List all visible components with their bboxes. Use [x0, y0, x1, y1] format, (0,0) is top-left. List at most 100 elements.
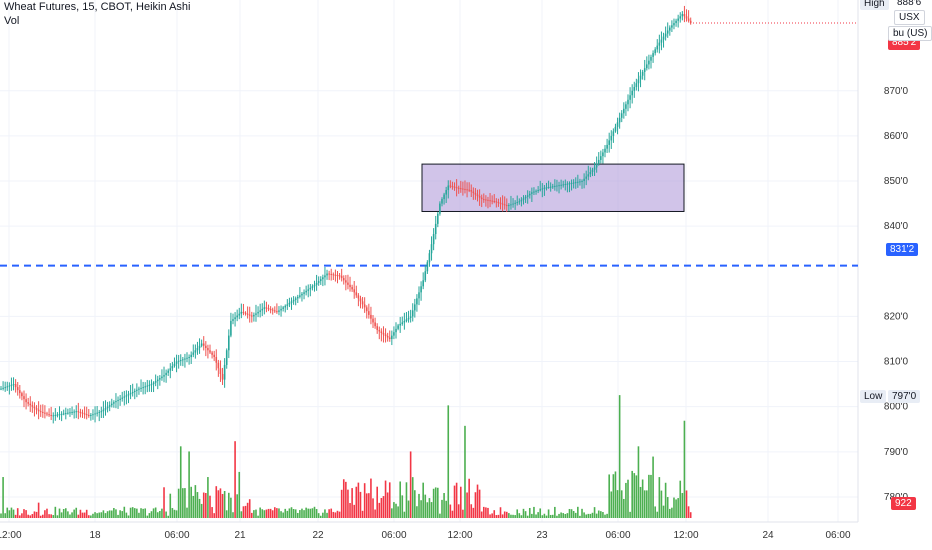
price-tick-label: 850'0: [884, 176, 909, 187]
volume-bar: [430, 502, 433, 518]
volume-bar: [466, 492, 468, 518]
volume-bar: [186, 507, 188, 518]
volume-bar: [144, 508, 147, 518]
volume-bar: [184, 488, 186, 518]
price-tick-label: 810'0: [884, 357, 909, 368]
candle-body: [223, 364, 226, 380]
candle-body: [401, 322, 404, 324]
volume-bar: [205, 493, 207, 518]
candle-body: [432, 234, 435, 245]
candle-body: [685, 16, 688, 19]
candle-body: [108, 405, 111, 407]
volume-bar: [441, 499, 443, 518]
volume-bar: [397, 506, 399, 518]
volume-bar: [48, 514, 50, 518]
volume-bar: [273, 507, 276, 518]
volume-bar: [560, 512, 562, 518]
volume-bar: [271, 510, 274, 518]
candle-body: [512, 203, 514, 205]
volume-bar: [349, 503, 351, 518]
volume-bar: [347, 489, 349, 518]
volume-bar: [528, 507, 531, 518]
volume-bar: [309, 508, 312, 518]
candle-body: [516, 202, 519, 204]
volume-bar: [501, 514, 504, 518]
candle-body: [211, 352, 213, 355]
candle-body: [123, 396, 126, 398]
candle-body: [478, 196, 481, 198]
candle-body: [267, 308, 270, 310]
candle-body: [75, 411, 78, 413]
volume-bar: [482, 506, 485, 518]
volume-bar: [313, 506, 316, 518]
volume-bar: [44, 510, 46, 518]
volume-bar: [487, 507, 489, 518]
volume-bar: [403, 511, 406, 518]
volume-bar: [175, 510, 178, 518]
candle-body: [623, 108, 625, 114]
candle-body: [518, 201, 521, 203]
candle-body: [382, 332, 385, 335]
candle-body: [376, 326, 378, 330]
volume-bar: [324, 509, 326, 518]
candle-body: [537, 190, 539, 192]
unit-button[interactable]: bu (US): [888, 26, 932, 41]
volume-bar: [142, 508, 144, 518]
candle-body: [175, 361, 178, 364]
candle-body: [564, 184, 567, 186]
candle-body: [186, 357, 188, 359]
candle-body: [313, 284, 316, 287]
candle-body: [230, 320, 232, 336]
candle-body: [269, 308, 272, 310]
volume-bar: [380, 498, 383, 518]
hline-price-tag: 831'2: [886, 243, 919, 256]
candle-body: [399, 323, 401, 326]
candle-body: [194, 350, 197, 353]
volume-bar: [305, 507, 307, 518]
price-tick-label: 800'0: [884, 402, 909, 413]
low-label-text: Low: [864, 391, 883, 402]
volume-bar: [579, 515, 581, 518]
volume-bar: [658, 477, 661, 518]
candle-body: [397, 325, 399, 329]
volume-bar: [94, 512, 96, 518]
volume-bar: [67, 511, 69, 518]
volume-bar: [669, 508, 671, 518]
volume-bar: [414, 490, 416, 518]
volume-bar: [683, 420, 686, 518]
candle-body: [290, 301, 293, 303]
volume-indicator-label[interactable]: Vol: [4, 15, 20, 27]
volume-bar: [633, 473, 636, 518]
candle-body: [328, 273, 330, 275]
volume-bar: [46, 508, 48, 518]
volume-bar: [445, 500, 447, 518]
volume-bar: [554, 506, 556, 518]
volume-bar: [138, 512, 140, 518]
volume-bar: [595, 513, 598, 518]
volume-bar: [462, 509, 464, 518]
currency-button[interactable]: USX: [894, 10, 925, 25]
volume-bar: [33, 511, 36, 518]
candle-body: [480, 197, 483, 200]
volume-bar: [330, 508, 333, 518]
volume-bar: [225, 510, 228, 518]
candle-body: [468, 189, 470, 191]
volume-bar: [280, 511, 282, 518]
candle-body: [179, 360, 182, 362]
candle-body: [549, 186, 552, 188]
volume-bar: [491, 513, 493, 518]
candle-body: [583, 178, 585, 182]
candle-body: [403, 320, 406, 323]
price-tick-label: 870'0: [884, 86, 909, 97]
candle-body: [299, 295, 301, 297]
volume-bar: [416, 506, 418, 518]
volume-bar: [257, 515, 259, 518]
volume-bar: [597, 510, 600, 518]
symbol-title[interactable]: Wheat Futures, 15, CBOT, Heikin Ashi: [4, 1, 191, 13]
volume-bar: [355, 486, 358, 518]
time-tick-label: 23: [536, 530, 548, 541]
volume-bar: [587, 513, 590, 518]
candle-body: [414, 304, 416, 311]
candle-body: [115, 401, 117, 403]
